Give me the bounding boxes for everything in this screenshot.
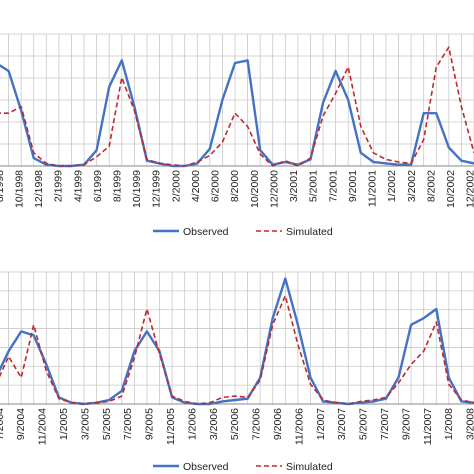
tick-label: 6/2000 xyxy=(210,170,222,202)
tick-label: 5/2007 xyxy=(358,408,370,440)
tick-label: 1/2008 xyxy=(443,408,455,440)
tick-label: 12/2000 xyxy=(268,170,280,208)
tick-label: 3/2005 xyxy=(79,408,91,440)
gridlines xyxy=(0,271,474,405)
tick-label: 10/1999 xyxy=(131,170,143,208)
top-line-chart: 8/1998 10/1998 12/1998 2/1999 4/1999 6/1999 8/… xyxy=(0,33,474,238)
tick-label: 7/2005 xyxy=(122,408,134,440)
tick-label: 2/2000 xyxy=(170,170,182,202)
tick-label: 8/1999 xyxy=(111,170,123,202)
tick-label: 10/2002 xyxy=(445,170,457,208)
tick-label: 4/2000 xyxy=(190,170,202,202)
legend: Observed Simulated xyxy=(153,226,333,238)
tick-label: 3/2002 xyxy=(406,170,418,202)
tick-label: 11/2005 xyxy=(165,408,177,445)
bottom-line-chart: 7/2004 9/2004 11/2004 1/2005 3/2005 5/2005 7/2… xyxy=(0,271,474,473)
tick-label: 11/2001 xyxy=(366,170,378,207)
tick-label: 12/2002 xyxy=(465,170,474,208)
tick-label: 12/1998 xyxy=(33,170,45,208)
tick-label: 3/2001 xyxy=(288,170,300,202)
tick-label: 7/2004 xyxy=(0,408,6,440)
tick-label: 11/2007 xyxy=(422,408,434,445)
tick-label: 5/2006 xyxy=(229,408,241,440)
tick-label: 11/2004 xyxy=(37,408,49,445)
tick-label: 10/1998 xyxy=(13,170,25,208)
tick-label: 5/2005 xyxy=(101,408,113,440)
tick-label: 7/2007 xyxy=(379,408,391,440)
tick-label: 8/1998 xyxy=(0,170,6,202)
tick-label: 1/2002 xyxy=(386,170,398,202)
tick-label: 6/1999 xyxy=(92,170,104,202)
legend-label-simulated: Simulated xyxy=(286,461,333,473)
legend-label-observed: Observed xyxy=(183,461,229,473)
tick-label: 4/1999 xyxy=(72,170,84,202)
tick-label: 9/2004 xyxy=(15,408,27,440)
tick-label: 9/2006 xyxy=(272,408,284,440)
tick-label: 7/2006 xyxy=(251,408,263,440)
tick-label: 3/2006 xyxy=(208,408,220,440)
tick-label: 2/1999 xyxy=(53,170,65,202)
tick-label: 1/2006 xyxy=(186,408,198,440)
tick-label: 11/2006 xyxy=(293,408,305,445)
tick-label: 7/2001 xyxy=(327,170,339,202)
tick-label: 12/1999 xyxy=(151,170,163,208)
tick-label: 1/2005 xyxy=(58,408,70,440)
tick-label: 10/2000 xyxy=(249,170,261,208)
series-line-simulated xyxy=(0,294,474,405)
tick-label: 8/2000 xyxy=(229,170,241,202)
tick-label: 1/2007 xyxy=(315,408,327,440)
series-line-observed xyxy=(0,277,474,406)
tick-label: 8/2002 xyxy=(425,170,437,202)
legend: Observed Simulated xyxy=(153,461,333,473)
tick-label: 9/2005 xyxy=(144,408,156,440)
legend-label-simulated: Simulated xyxy=(286,226,333,238)
tick-label: 5/2001 xyxy=(308,170,320,202)
tick-label: 3/2008 xyxy=(465,408,474,440)
legend-label-observed: Observed xyxy=(183,226,229,238)
series-line-simulated xyxy=(0,46,474,167)
tick-label: 9/2007 xyxy=(400,408,412,440)
tick-label: 9/2001 xyxy=(347,170,359,202)
gridlines xyxy=(0,33,474,167)
tick-label: 3/2007 xyxy=(336,408,348,440)
